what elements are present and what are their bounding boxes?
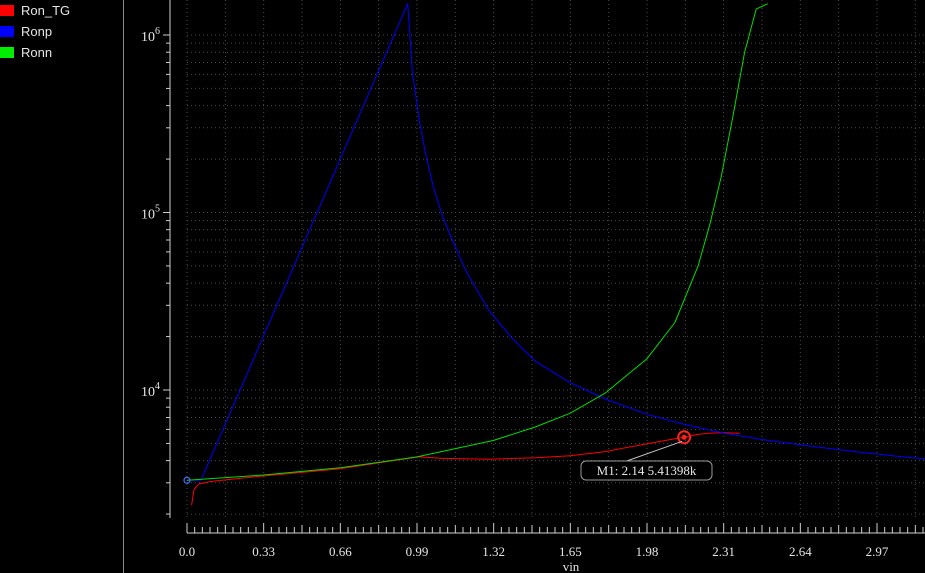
series-line-ron-tg — [191, 432, 740, 506]
legend-item-ron-tg[interactable]: Ron_TG — [0, 2, 71, 18]
series-line-ronp — [187, 3, 925, 481]
marker-m1-leader — [620, 440, 683, 464]
legend-label-ronn: Ronn — [21, 44, 53, 60]
x-tick-label: 1.98 — [636, 544, 659, 559]
legend-label-ron-tg: Ron_TG — [21, 2, 71, 18]
x-tick-label: 2.97 — [866, 544, 889, 559]
x-tick-label: 0.99 — [406, 544, 429, 559]
x-tick-label: 2.31 — [712, 544, 735, 559]
axes — [169, 0, 925, 534]
legend-swatch-ronp — [0, 25, 14, 37]
series-group — [186, 3, 925, 506]
x-tick-label: 0.0 — [179, 544, 195, 559]
x-axis-label: vin — [563, 559, 580, 573]
x-tick-label: 0.66 — [329, 544, 352, 559]
x-tick-label: 1.32 — [482, 544, 505, 559]
ticks: 104 105 106 0.0 0.33 0.66 0.99 1.32 1.65 1.98 2.31… — [141, 26, 924, 559]
legend-swatch-ron-tg — [0, 4, 14, 16]
marker-m1-dot — [681, 434, 687, 440]
y-tick-label: 104 — [141, 381, 160, 400]
y-tick-label: 105 — [141, 204, 160, 223]
x-tick-label: 0.33 — [252, 544, 275, 559]
legend-item-ronn[interactable]: Ronn — [0, 44, 53, 60]
grid — [186, 0, 925, 518]
legend-item-ronp[interactable]: Ronp — [0, 23, 53, 39]
start-point-marker — [183, 476, 191, 484]
marker-group: M1: 2.14 5.41398k — [183, 430, 713, 484]
marker-m1-ring — [677, 430, 692, 445]
legend-swatch-ronn — [0, 46, 14, 58]
x-tick-label: 2.64 — [789, 544, 812, 559]
panel-divider — [123, 0, 124, 573]
x-tick-label: 1.65 — [559, 544, 582, 559]
legend: Ron_TG Ronp Ronn — [0, 0, 122, 573]
series-line-ronn — [186, 3, 769, 481]
marker-m1-label: M1: 2.14 5.41398k — [597, 463, 697, 478]
marker-m1-callout-box — [580, 460, 713, 481]
legend-label-ronp: Ronp — [21, 23, 53, 39]
y-tick-label: 106 — [141, 26, 160, 45]
